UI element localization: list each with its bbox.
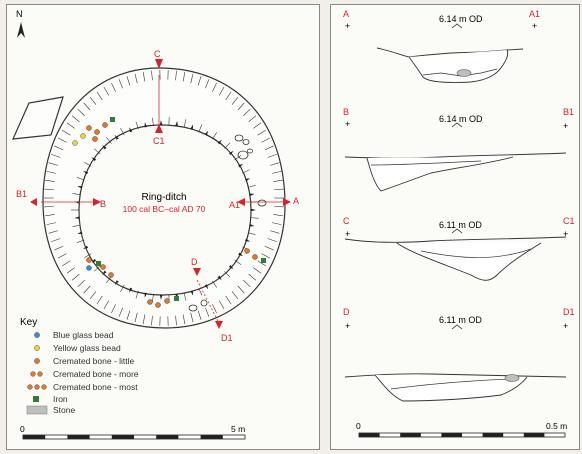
section-a-ditch-fill — [408, 49, 509, 83]
ring-ditch-date: 100 cal BC–cal AD 70 — [123, 204, 206, 214]
blue-bead-icon — [34, 332, 40, 338]
section-a-ground-line — [376, 47, 524, 58]
yellow-bead-icon — [34, 345, 40, 351]
legend-label-bone-most: Cremated bone - most — [53, 382, 138, 392]
section-label-c1: C1 — [153, 136, 165, 146]
section-a-left-label: A — [343, 9, 349, 19]
legend-label-yellow-bead: Yellow glass bead — [53, 343, 121, 353]
section-c-left-label: C — [343, 216, 350, 226]
north-label: N — [16, 9, 23, 19]
section-lines — [41, 75, 289, 326]
section-b-od: 6.14 m OD — [439, 114, 483, 124]
datum-cross: + — [532, 21, 537, 31]
section-d-stone — [504, 374, 520, 382]
section-label-d1: D1 — [221, 333, 233, 343]
legend-title: Key — [20, 317, 37, 328]
legend-label-stone: Stone — [53, 405, 75, 415]
section-c-ditch-fill — [396, 242, 542, 281]
legend-label-blue-bead: Blue glass bead — [53, 330, 114, 340]
ditch-hachures — [44, 70, 284, 326]
datum-marker-icon — [451, 23, 463, 29]
datum-marker-icon — [451, 324, 463, 330]
bone-more-icon — [30, 371, 43, 377]
section-scale-start: 0 — [356, 421, 361, 431]
section-a: A A1 + + 6.14 m OD — [343, 9, 540, 83]
datum-cross: + — [563, 321, 568, 331]
datum-cross: + — [345, 321, 350, 331]
section-arrows — [30, 59, 291, 329]
bone-most-icon — [27, 384, 47, 390]
section-b-left-label: B — [343, 107, 349, 117]
datum-marker-icon — [451, 122, 463, 128]
legend-label-bone-little: Cremated bone - little — [53, 356, 135, 366]
plan-scale-end: 5 m — [231, 424, 245, 434]
section-d-fill-boundary — [390, 378, 512, 390]
section-a-od: 6.14 m OD — [439, 14, 483, 24]
section-c: C C1 + + 6.11 m OD — [343, 216, 575, 281]
section-label-c: C — [154, 49, 161, 59]
section-b-right-label: B1 — [563, 107, 574, 117]
section-labels: C C1 A A1 B1 B D D1 — [16, 49, 299, 343]
ring-ditch-plan: N C C1 A A1 B1 B D D1 Ring — [12, 9, 299, 440]
section-d-ground-line — [344, 373, 567, 378]
stone-icon — [26, 405, 48, 415]
section-scale-end: 0.5 m — [546, 421, 567, 431]
section-d-right-label: D1 — [563, 307, 575, 317]
section-b-fill-boundary — [370, 160, 482, 166]
section-label-d: D — [191, 257, 198, 267]
section-d-ditch-fill — [374, 374, 528, 402]
section-label-b: B — [100, 199, 106, 209]
legend-label-iron: Iron — [53, 394, 68, 404]
section-b-ground-line — [344, 152, 567, 159]
finds-glass-beads — [72, 133, 92, 271]
legend: Key Blue glass bead Yellow glass bead Cr… — [20, 317, 139, 415]
section-a-right-label: A1 — [529, 9, 540, 19]
section-label-b1: B1 — [16, 189, 27, 199]
section-c-od: 6.11 m OD — [439, 220, 482, 230]
plan-scale-bar: 0 5 m — [20, 424, 246, 440]
section-b-ditch-fill — [366, 156, 514, 192]
plan-scale-start: 0 — [20, 424, 25, 434]
section-b: B B1 + + 6.14 m OD — [343, 107, 574, 192]
stones-in-ditch — [188, 134, 267, 312]
datum-cross: + — [563, 121, 568, 131]
section-label-a1: A1 — [229, 200, 240, 210]
section-c-ground-line — [344, 236, 567, 243]
section-a-stone — [456, 69, 472, 77]
iron-icon — [33, 396, 39, 402]
finds-cremated-bone — [86, 122, 258, 308]
section-d: D D1 + + 6.11 m OD — [343, 307, 575, 402]
datum-marker-icon — [451, 228, 463, 234]
section-profiles: A A1 + + 6.14 m OD B B1 + + 6.14 m OD C … — [343, 9, 575, 438]
ring-ditch-title: Ring-ditch — [141, 192, 186, 203]
section-c-right-label: C1 — [563, 216, 575, 226]
datum-cross: + — [563, 229, 568, 239]
bone-little-icon — [34, 358, 40, 364]
plan-panel: N C C1 A A1 B1 B D D1 Ring — [6, 4, 320, 450]
datum-cross: + — [345, 229, 350, 239]
ditch-extension — [12, 96, 64, 140]
section-scale-bar: 0 0.5 m — [356, 421, 567, 438]
section-label-a: A — [293, 196, 299, 206]
north-arrow-icon — [17, 22, 25, 38]
legend-label-bone-more: Cremated bone - more — [53, 369, 139, 379]
datum-cross: + — [345, 119, 350, 129]
section-c-fill-boundary — [420, 248, 532, 258]
finds-iron — [96, 117, 266, 301]
sections-panel: A A1 + + 6.14 m OD B B1 + + 6.14 m OD C … — [330, 4, 580, 450]
datum-cross: + — [345, 21, 350, 31]
section-d-left-label: D — [343, 307, 350, 317]
section-d-od: 6.11 m OD — [439, 315, 482, 325]
ring-ditch-band — [42, 67, 286, 329]
